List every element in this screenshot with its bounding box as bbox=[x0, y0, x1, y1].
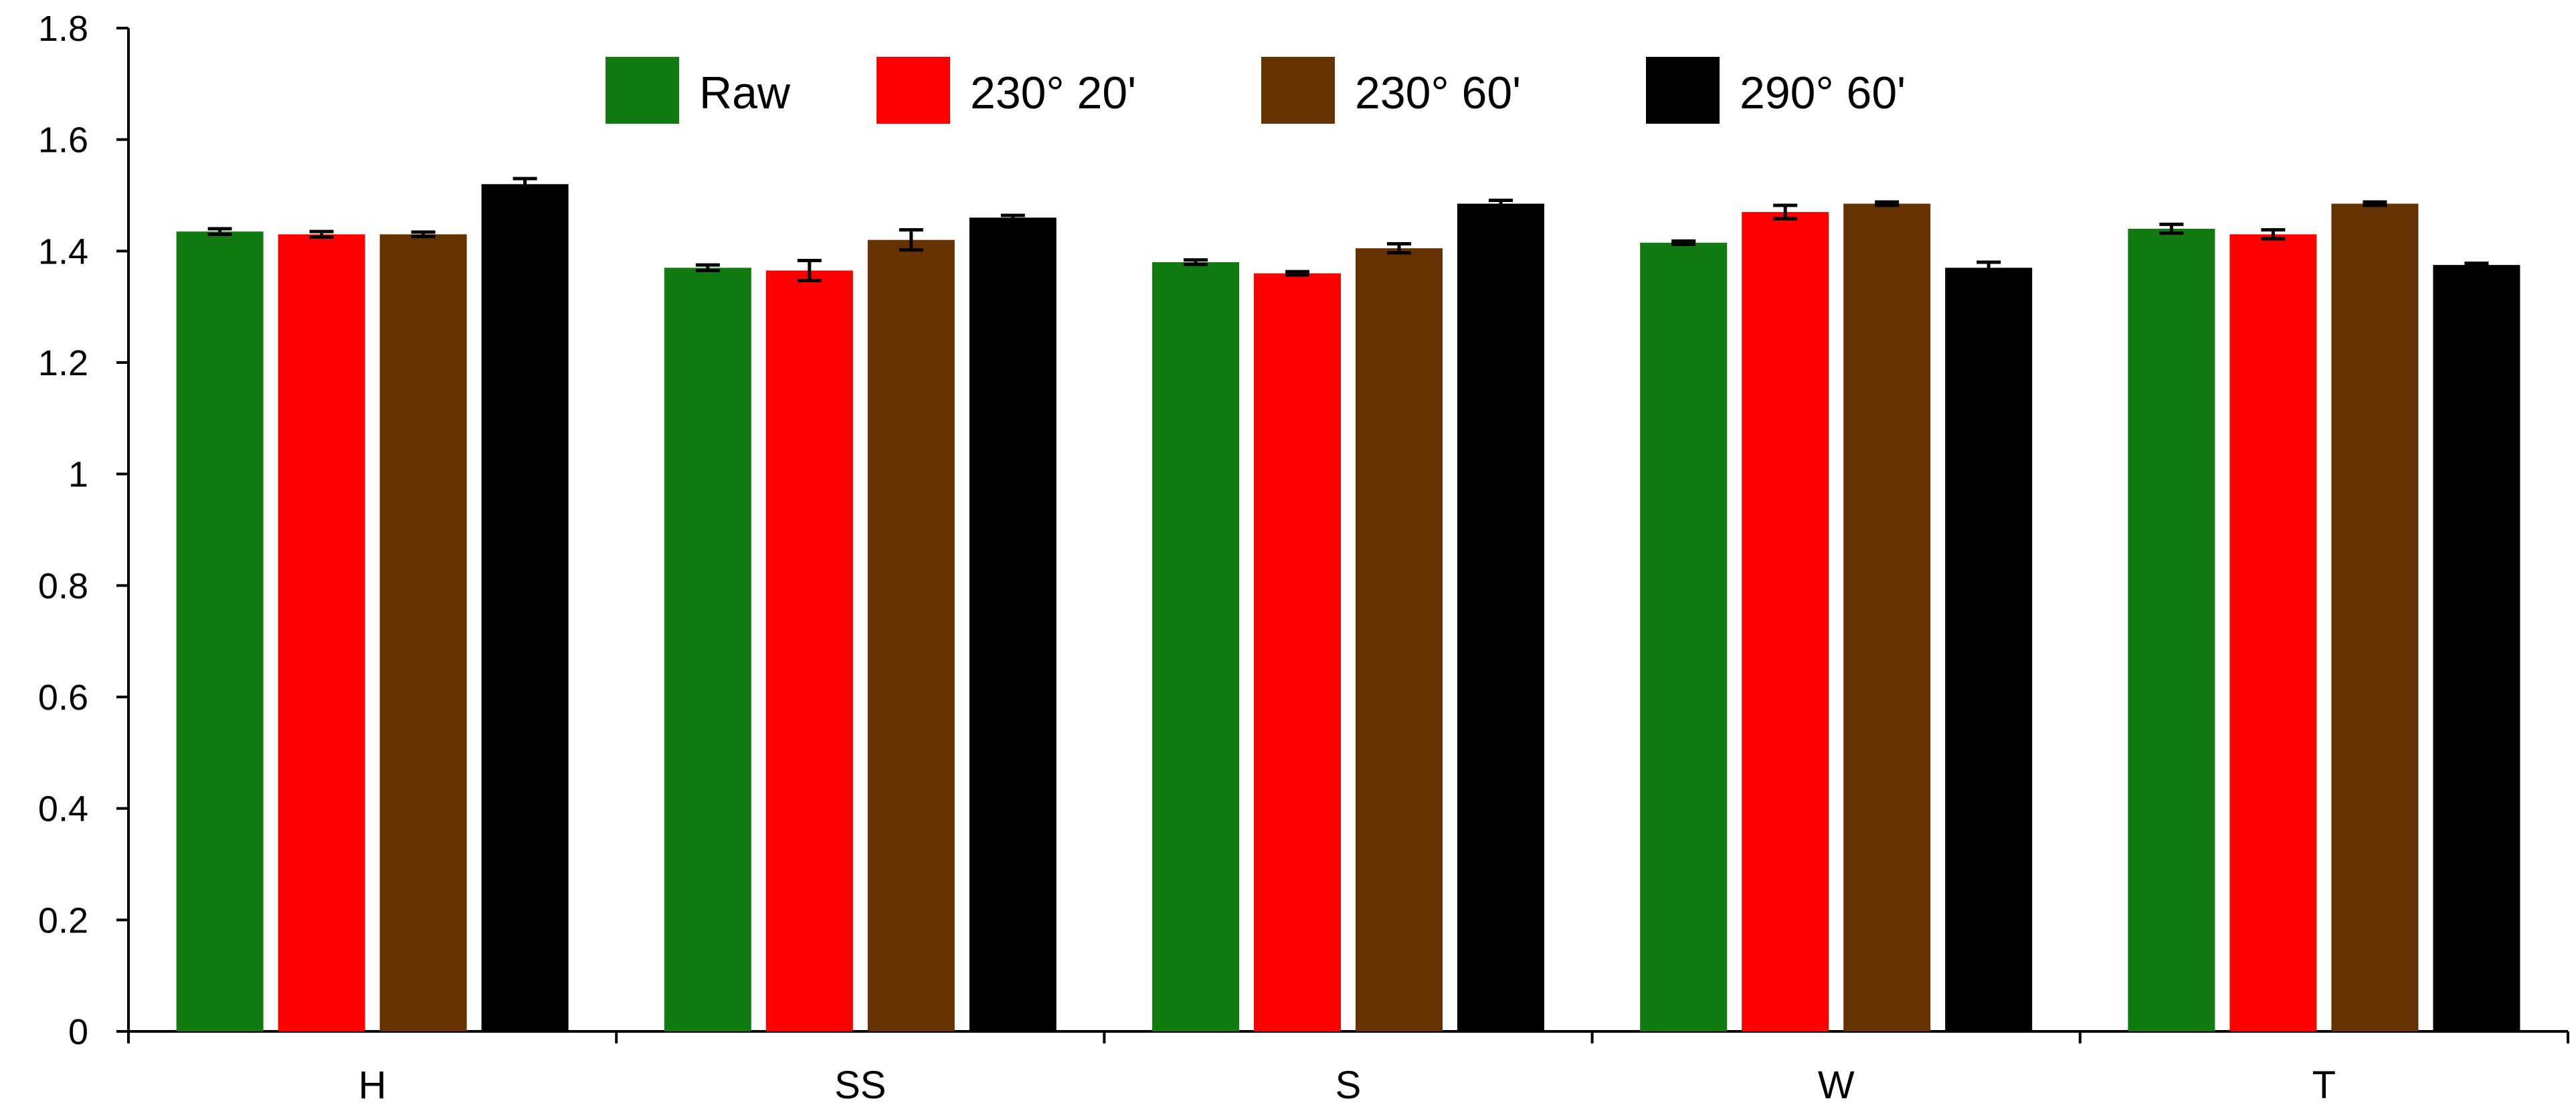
bar bbox=[2128, 229, 2215, 1031]
y-tick-label: 0.2 bbox=[38, 900, 88, 940]
y-tick-label: 0.8 bbox=[38, 566, 88, 606]
legend-label: 230° 20' bbox=[970, 68, 1136, 118]
legend-swatch bbox=[877, 57, 950, 124]
bar bbox=[1742, 212, 1829, 1031]
bar bbox=[1356, 248, 1443, 1032]
x-tick-label: S bbox=[1336, 1064, 1362, 1107]
y-tick-label: 0 bbox=[68, 1012, 88, 1052]
legend-label: 230° 60' bbox=[1355, 68, 1521, 118]
bar bbox=[2331, 203, 2419, 1031]
bar bbox=[1254, 273, 1341, 1032]
bar bbox=[278, 234, 365, 1031]
y-tick-label: 0.6 bbox=[38, 678, 88, 718]
bar bbox=[969, 217, 1056, 1031]
y-tick-label: 1 bbox=[68, 455, 88, 495]
bar bbox=[664, 268, 751, 1031]
x-tick-label: SS bbox=[834, 1064, 886, 1107]
legend-swatch bbox=[606, 57, 679, 124]
bar bbox=[1152, 262, 1239, 1031]
bar bbox=[481, 184, 569, 1031]
y-tick-label: 1.2 bbox=[38, 343, 88, 383]
y-tick-label: 0.4 bbox=[38, 789, 88, 829]
x-tick-label: H bbox=[359, 1064, 387, 1107]
bar bbox=[176, 231, 264, 1032]
bar bbox=[2433, 265, 2520, 1032]
legend-label: Raw bbox=[699, 68, 791, 118]
bar bbox=[379, 234, 467, 1031]
legend-label: 290° 60' bbox=[1740, 68, 1906, 118]
bar bbox=[867, 239, 955, 1032]
y-tick-label: 1.8 bbox=[38, 9, 88, 49]
legend-swatch bbox=[1646, 57, 1720, 124]
legend-swatch bbox=[1261, 57, 1335, 124]
bar bbox=[1843, 203, 1931, 1031]
bar bbox=[765, 270, 853, 1031]
bar bbox=[1640, 242, 1728, 1031]
legend: Raw 230° 20' 230° 60' 290° 60' bbox=[606, 57, 1906, 124]
x-tick-label: W bbox=[1818, 1064, 1855, 1107]
x-tick-label: T bbox=[2312, 1064, 2336, 1107]
bar bbox=[1945, 268, 2033, 1031]
y-tick-label: 1.4 bbox=[38, 231, 88, 272]
bar bbox=[2229, 234, 2317, 1031]
y-tick-label: 1.6 bbox=[38, 120, 88, 161]
bar bbox=[1457, 203, 1544, 1031]
bars bbox=[176, 177, 2520, 1032]
